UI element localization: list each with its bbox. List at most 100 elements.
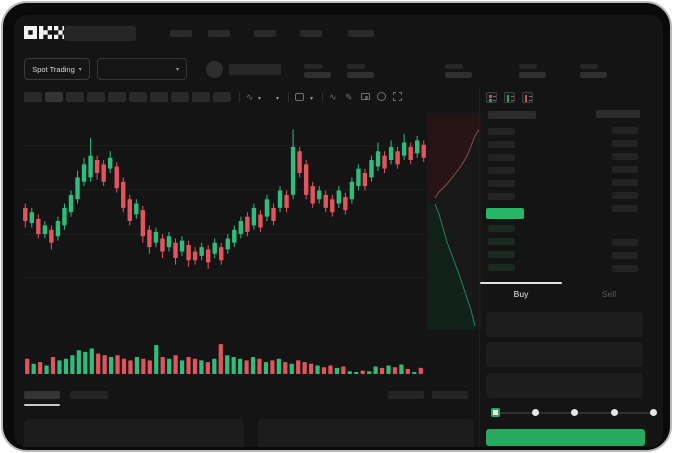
book-row-placeholder[interactable] [612, 153, 638, 160]
timeframe-chip[interactable] [24, 92, 42, 102]
timeframe-chip[interactable] [171, 92, 189, 102]
settings-icon[interactable] [377, 92, 386, 101]
toolbar-divider [239, 92, 240, 102]
volume-chart [24, 340, 424, 374]
line-style-icon[interactable]: ∿ [246, 92, 254, 102]
slider-stop-dot[interactable] [650, 409, 657, 416]
history-panel-placeholder [258, 419, 474, 447]
candle-type-icon[interactable] [295, 93, 304, 101]
nav-item-placeholder[interactable] [208, 30, 230, 37]
book-row-placeholder[interactable] [488, 264, 515, 271]
stat-value-placeholder [347, 72, 374, 78]
slider-stop-dot[interactable] [531, 409, 539, 416]
tab-buy[interactable]: Buy [480, 289, 562, 299]
book-bids-icon[interactable] [504, 92, 515, 103]
candlestick-chart[interactable] [22, 112, 427, 330]
bottom-tab[interactable] [70, 391, 108, 399]
stat-label-placeholder [519, 64, 537, 69]
toolbar-divider [288, 92, 289, 102]
market-subbar: Spot Trading ▾ ▾ [14, 55, 663, 87]
timeframe-chip[interactable] [213, 92, 231, 102]
buy-submit-button[interactable] [486, 429, 645, 446]
book-asks-icon[interactable] [522, 92, 533, 103]
book-row-placeholder[interactable] [612, 166, 638, 173]
bid-price-column [488, 225, 515, 277]
chevron-down-icon[interactable]: ▾ [310, 96, 314, 102]
nav-item-placeholder[interactable] [170, 30, 192, 37]
app-screen: Spot Trading ▾ ▾ [14, 15, 663, 447]
amount-slider[interactable] [491, 408, 657, 417]
nav-item-placeholder[interactable] [300, 30, 322, 37]
slider-stop-dot[interactable] [571, 409, 578, 416]
book-row-placeholder[interactable] [612, 192, 638, 199]
book-row-placeholder[interactable] [612, 140, 638, 147]
book-row-placeholder[interactable] [612, 265, 638, 272]
book-row-placeholder[interactable] [612, 205, 638, 212]
timeframe-chip[interactable] [192, 92, 210, 102]
chevron-down-icon: ▾ [78, 66, 82, 73]
tab-sell[interactable]: Sell [568, 289, 650, 299]
indicator-icon[interactable]: ∿ [329, 92, 337, 102]
timeframe-chip-active[interactable] [45, 92, 63, 102]
book-row-placeholder[interactable] [488, 167, 515, 174]
nav-item-placeholder[interactable] [254, 30, 276, 37]
stat-value-placeholder [304, 72, 331, 78]
book-row-placeholder[interactable] [612, 239, 638, 246]
stat-value-placeholder [519, 72, 546, 78]
camera-icon[interactable] [361, 93, 370, 100]
nav-item-placeholder[interactable] [348, 30, 374, 37]
trade-panel: Buy Sell [480, 280, 663, 447]
order-book [480, 87, 663, 297]
book-row-placeholder[interactable] [612, 252, 638, 259]
toolbar-divider [322, 92, 323, 102]
buy-tab-indicator [480, 282, 562, 284]
buy-tab-label: Buy [513, 289, 529, 299]
bottom-action-placeholder[interactable] [388, 391, 424, 399]
fullscreen-icon[interactable] [393, 92, 402, 101]
stat-label-placeholder [445, 64, 463, 69]
draw-icon[interactable]: ✎ [345, 92, 353, 102]
book-row-placeholder[interactable] [488, 251, 515, 258]
book-row-placeholder[interactable] [488, 225, 515, 232]
total-input-placeholder[interactable] [486, 373, 643, 398]
active-tab-underline [24, 404, 60, 406]
bottom-action-placeholder[interactable] [432, 391, 468, 399]
timeframe-chip[interactable] [66, 92, 84, 102]
chevron-down-icon[interactable]: ▾ [276, 96, 280, 102]
top-navbar [14, 15, 663, 55]
pair-logo-avatar [206, 61, 223, 78]
depth-chart [427, 112, 482, 330]
ask-amount-column [612, 127, 638, 219]
timeframe-chip[interactable] [87, 92, 105, 102]
price-input-placeholder[interactable] [486, 312, 643, 337]
timeframe-chip[interactable] [150, 92, 168, 102]
stat-label-placeholder [580, 64, 598, 69]
book-row-placeholder[interactable] [488, 141, 515, 148]
book-row-placeholder[interactable] [488, 238, 515, 245]
slider-handle[interactable] [491, 408, 500, 417]
last-price-bar[interactable] [486, 208, 524, 219]
market-type-label: Spot Trading [32, 64, 75, 74]
search-bar-placeholder[interactable] [64, 26, 136, 41]
book-row-placeholder[interactable] [488, 180, 515, 187]
orders-panel-placeholder [24, 419, 244, 447]
book-combined-icon[interactable] [486, 92, 497, 103]
timeframe-chip[interactable] [108, 92, 126, 102]
bottom-tab-active[interactable] [24, 391, 60, 399]
book-row-placeholder[interactable] [488, 128, 515, 135]
pair-name-placeholder [229, 64, 281, 75]
book-row-placeholder[interactable] [612, 127, 638, 134]
book-row-placeholder[interactable] [488, 154, 515, 161]
book-row-placeholder[interactable] [488, 193, 515, 200]
stat-value-placeholder [445, 72, 472, 78]
chevron-down-icon[interactable]: ▾ [258, 96, 262, 102]
market-type-selector[interactable]: Spot Trading ▾ [24, 58, 90, 80]
amount-input-placeholder[interactable] [486, 342, 643, 367]
pair-selector-dropdown[interactable]: ▾ [97, 58, 187, 80]
slider-stop-dot[interactable] [610, 409, 618, 416]
panel-divider [479, 87, 480, 447]
timeframe-chip[interactable] [129, 92, 147, 102]
sell-tab-label: Sell [601, 289, 617, 299]
book-row-placeholder[interactable] [612, 179, 638, 186]
